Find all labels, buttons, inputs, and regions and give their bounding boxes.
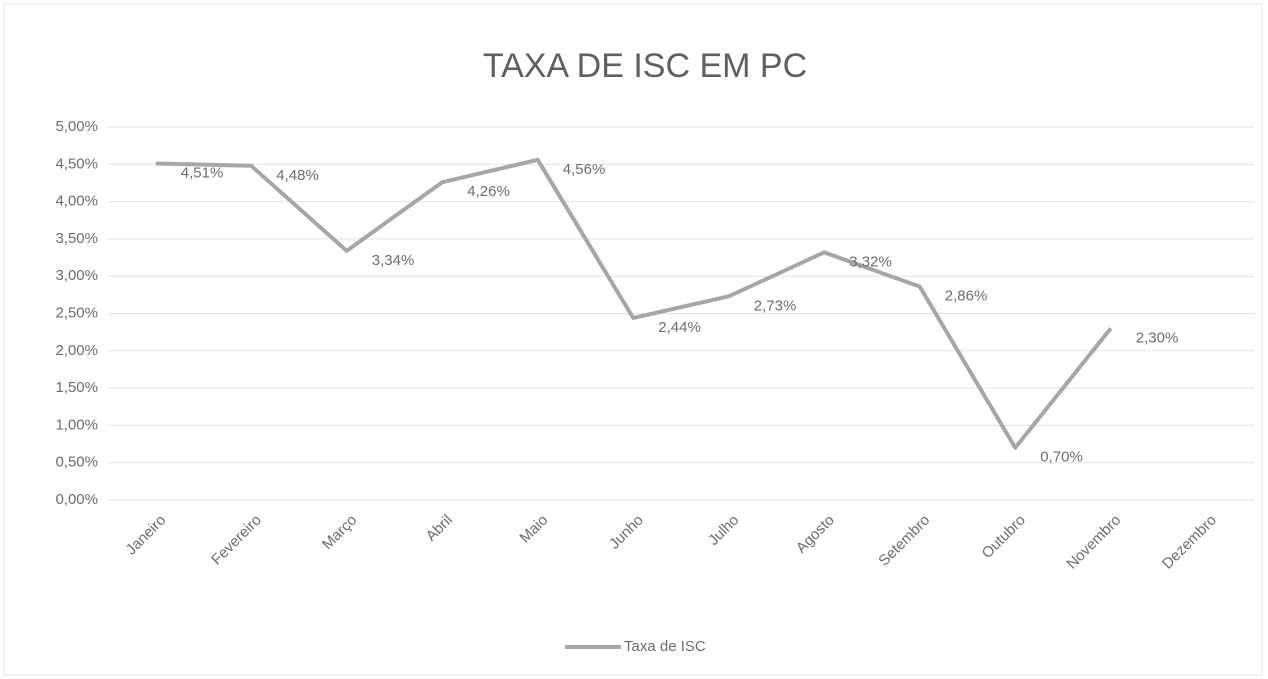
y-tick-label: 1,00% [55,416,98,433]
data-label: 4,56% [563,161,606,178]
y-tick-label: 1,50% [55,379,98,396]
y-tick-label: 2,00% [55,342,98,359]
chart-title: TAXA DE ISC EM PC [483,47,807,85]
data-label: 2,30% [1136,329,1179,346]
data-label: 4,26% [467,183,510,200]
data-label: 4,48% [276,167,319,184]
y-tick-label: 0,00% [55,491,98,508]
line [155,157,1113,450]
y-tick-label: 4,50% [55,155,98,172]
y-tick-label: 2,50% [55,304,98,321]
y-tick-label: 3,50% [55,230,98,247]
data-label: 2,73% [754,297,797,314]
y-tick-label: 5,00% [55,118,98,135]
chart-frame [3,3,1263,676]
y-tick-label: 4,00% [55,193,98,210]
data-label: 3,34% [372,252,415,269]
y-tick-label: 3,00% [55,267,98,284]
data-label: 0,70% [1040,449,1083,466]
data-label: 2,44% [658,319,701,336]
data-label: 2,86% [945,288,988,305]
y-tick-label: 0,50% [55,454,98,471]
data-label: 3,32% [849,253,892,270]
legend-label: Taxa de ISC [624,638,706,655]
data-label: 4,51% [181,165,224,182]
